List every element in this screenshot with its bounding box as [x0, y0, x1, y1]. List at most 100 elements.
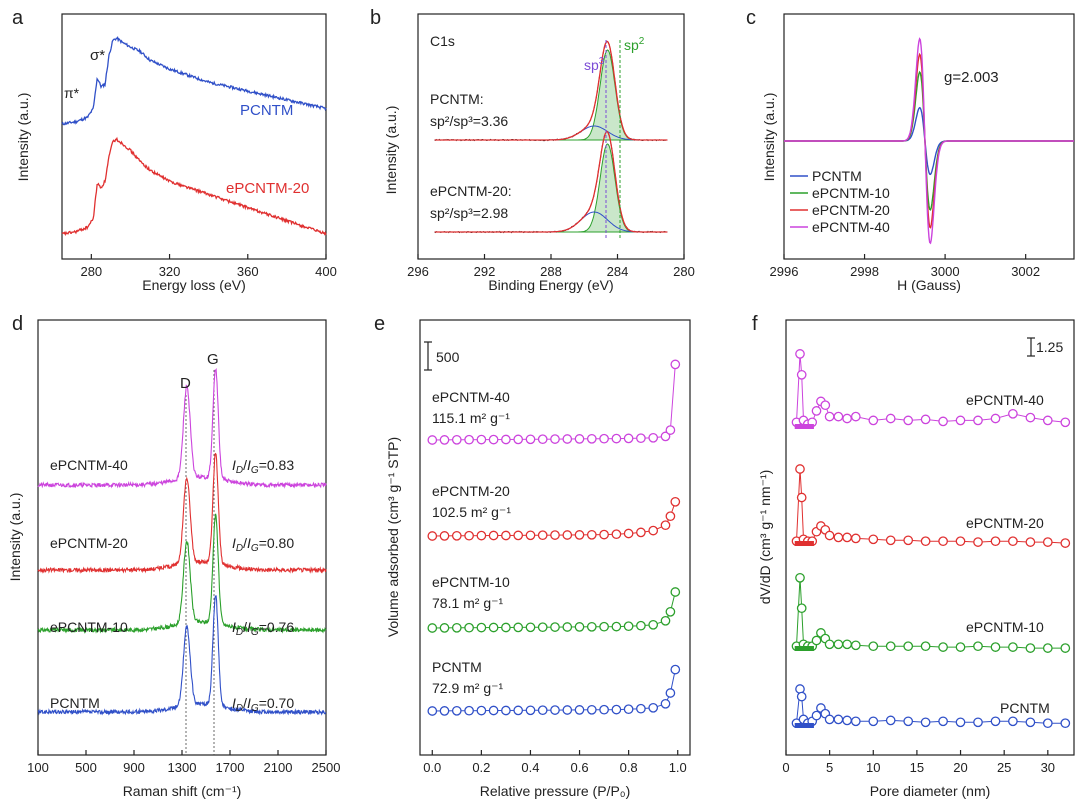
d-xtick-label-1: 500 — [75, 760, 97, 775]
psd-point-ePCNTM-10 — [938, 642, 948, 652]
isotherm-point-ePCNTM-40 — [488, 434, 499, 445]
plot-frame-b — [417, 13, 685, 260]
psd-point-ePCNTM-10 — [850, 640, 861, 651]
y-axis-label-a: Intensity (a.u.) — [15, 93, 31, 182]
y-axis-label-d: Intensity (a.u.) — [7, 493, 23, 582]
x-axis-label-b: Binding Energy (eV) — [488, 277, 613, 293]
psd-point-ePCNTM-40 — [990, 413, 1001, 424]
annotation-g-value: g=2.003 — [944, 69, 999, 86]
y-axis-label-b: Intensity (a.u.) — [383, 106, 399, 195]
scale-bar-label-f: 1.25 — [1036, 339, 1063, 355]
isotherm-point-ePCNTM-10 — [488, 622, 499, 633]
psd-point-ePCNTM-40 — [1060, 417, 1071, 428]
psd-point-ePCNTM-10 — [833, 639, 844, 650]
psd-point-ePCNTM-10 — [1060, 643, 1071, 653]
psd-point-PCNTM — [903, 716, 914, 727]
isotherm-point-ePCNTM-20 — [599, 529, 609, 540]
isotherm-point-ePCNTM-10 — [574, 622, 585, 632]
isotherm-line-ePCNTM-10 — [432, 591, 676, 629]
psd-point-ePCNTM-40 — [920, 414, 931, 425]
inset-title-C1s: C1s — [430, 33, 455, 49]
psd-point-PCNTM — [1008, 716, 1018, 727]
psd-point-PCNTM — [973, 717, 983, 728]
raman-line-PCNTM — [37, 595, 326, 716]
psd-label-PCNTM: PCNTM — [1000, 700, 1050, 716]
psd-point-PCNTM — [833, 714, 844, 725]
psd-point-ePCNTM-40 — [796, 369, 807, 380]
isotherm-point-PCNTM — [660, 698, 671, 709]
ratio-ePCNTM-20-b: sp²/sp³=2.98 — [430, 205, 508, 221]
psd-point-ePCNTM-20 — [885, 535, 896, 546]
psd-point-PCNTM — [938, 716, 948, 727]
isotherm-point-ePCNTM-40 — [476, 434, 487, 445]
psd-line-ePCNTM-20 — [796, 468, 1066, 544]
plot-frame-a — [61, 13, 327, 260]
panel-letter-e: e — [374, 313, 385, 335]
isotherm-point-ePCNTM-40 — [550, 434, 560, 444]
psd-point-ePCNTM-40 — [955, 415, 966, 426]
c-xtick-label-0: 2996 — [770, 264, 799, 279]
isotherm-point-ePCNTM-10 — [648, 619, 659, 630]
series-line-PCNTM — [61, 35, 327, 126]
isotherm-point-ePCNTM-20 — [488, 530, 499, 541]
label-ePCNTM-20-b: ePCNTM-20: — [430, 183, 512, 199]
e-xtick-label-2: 0.4 — [521, 760, 539, 775]
psd-dense-points-PCNTM — [794, 723, 814, 728]
psd-point-PCNTM — [842, 715, 852, 726]
scale-bar-label-e: 500 — [436, 349, 460, 365]
psd-point-ePCNTM-40 — [1042, 415, 1053, 426]
annotation-sp2: sp2 — [624, 36, 645, 53]
c-xtick-label-2: 3000 — [931, 264, 960, 279]
isotherm-point-ePCNTM-10 — [665, 606, 676, 617]
psd-point-ePCNTM-10 — [1025, 643, 1036, 653]
isotherm-point-ePCNTM-20 — [537, 530, 548, 541]
isotherm-point-ePCNTM-20 — [586, 529, 597, 540]
panel-letter-a: a — [12, 7, 24, 29]
raman-label-ePCNTM-20: ePCNTM-20 — [50, 535, 128, 551]
isotherm-point-ePCNTM-40 — [636, 433, 646, 444]
psd-point-ePCNTM-10 — [1042, 643, 1053, 653]
psd-point-PCNTM — [850, 716, 861, 727]
isotherm-point-ePCNTM-10 — [525, 622, 536, 633]
isotherm-point-ePCNTM-20 — [550, 530, 560, 540]
f-xtick-label-3: 15 — [910, 760, 924, 775]
panel-a: a 280 320 360 400 PCNTM ePCNTM-20 π* σ* Ene… — [12, 7, 337, 293]
psd-point-ePCNTM-20 — [850, 533, 861, 544]
isotherm-point-ePCNTM-40 — [537, 434, 548, 445]
a-xtick-label-1: 320 — [159, 264, 181, 279]
isotherm-label-ePCNTM-40: ePCNTM-40 — [432, 389, 510, 405]
psd-label-ePCNTM-10: ePCNTM-10 — [966, 619, 1044, 635]
ratio-PCNTM-b: sp²/sp³=3.36 — [430, 113, 508, 129]
isotherm-point-PCNTM — [464, 705, 474, 716]
psd-point-ePCNTM-20 — [1060, 538, 1071, 548]
psd-point-ePCNTM-10 — [1008, 642, 1018, 652]
d-xtick-label-0: 100 — [27, 760, 49, 775]
isotherm-point-ePCNTM-40 — [501, 434, 511, 445]
e-xtick-label-0: 0.0 — [423, 760, 441, 775]
b-xtick-label-3: 284 — [607, 264, 629, 279]
raman-ratio-ePCNTM-20: ID/IG=0.80 — [232, 535, 294, 554]
psd-point-ePCNTM-10 — [795, 572, 805, 583]
xps-envelope-PCNTM — [434, 40, 668, 141]
d-xtick-label-2: 900 — [123, 760, 145, 775]
panel-d: d 100 500 900 1300 1700 2100 2500 D G ePCNTM-4… — [7, 313, 340, 799]
isotherm-point-ePCNTM-10 — [501, 622, 511, 633]
psd-point-PCNTM — [1042, 718, 1053, 729]
series-line-ePCNTM-20 — [61, 136, 327, 237]
isotherm-point-ePCNTM-20 — [623, 528, 634, 539]
isotherm-point-PCNTM — [488, 705, 499, 716]
psd-point-ePCNTM-20 — [824, 530, 835, 541]
isotherm-point-PCNTM — [611, 704, 622, 715]
psd-dense-points-ePCNTM-20 — [794, 541, 814, 546]
legend-entry-ePCNTM-20: ePCNTM-20 — [812, 202, 890, 218]
isotherm-line-ePCNTM-40 — [432, 364, 676, 441]
isotherm-point-ePCNTM-40 — [586, 433, 597, 444]
isotherm-point-ePCNTM-20 — [501, 530, 511, 541]
isotherm-point-PCNTM — [513, 705, 524, 716]
psd-point-ePCNTM-40 — [938, 416, 948, 427]
panel-e: e 0.0 0.2 0.4 0.6 0.8 1.0 500 ePCNTM-40 115.1 … — [374, 313, 691, 799]
b-xtick-label-4: 280 — [673, 264, 695, 279]
isotherm-point-ePCNTM-10 — [599, 621, 609, 632]
isotherm-point-ePCNTM-20 — [427, 531, 438, 541]
legend-entry-PCNTM: PCNTM — [812, 168, 862, 184]
